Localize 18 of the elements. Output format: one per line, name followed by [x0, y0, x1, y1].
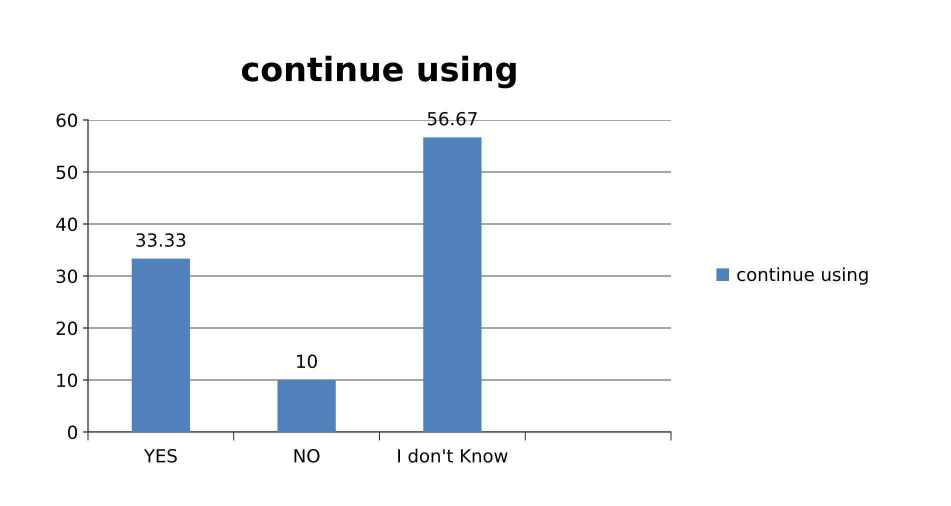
- bar: [132, 258, 190, 432]
- bar: [277, 380, 336, 432]
- data-label: 56.67: [428, 112, 477, 126]
- y-tick-label: 40: [56, 217, 78, 232]
- x-tick-label: YES: [144, 448, 177, 463]
- y-tick-label: 50: [56, 165, 78, 180]
- y-tick-label: 60: [56, 113, 78, 128]
- chart-title: continue using: [242, 56, 516, 88]
- data-label: 10: [297, 354, 317, 368]
- data-label: 33.33: [136, 233, 186, 247]
- y-tick-label: 20: [56, 321, 78, 336]
- y-tick-label: 30: [56, 269, 78, 284]
- y-tick-label: 10: [57, 373, 78, 388]
- bar: [423, 137, 482, 432]
- legend-label: continue using: [737, 267, 868, 285]
- x-tick-label: I don't Know: [398, 448, 508, 463]
- y-tick-label: 0: [68, 425, 78, 440]
- x-tick-label: NO: [294, 448, 320, 463]
